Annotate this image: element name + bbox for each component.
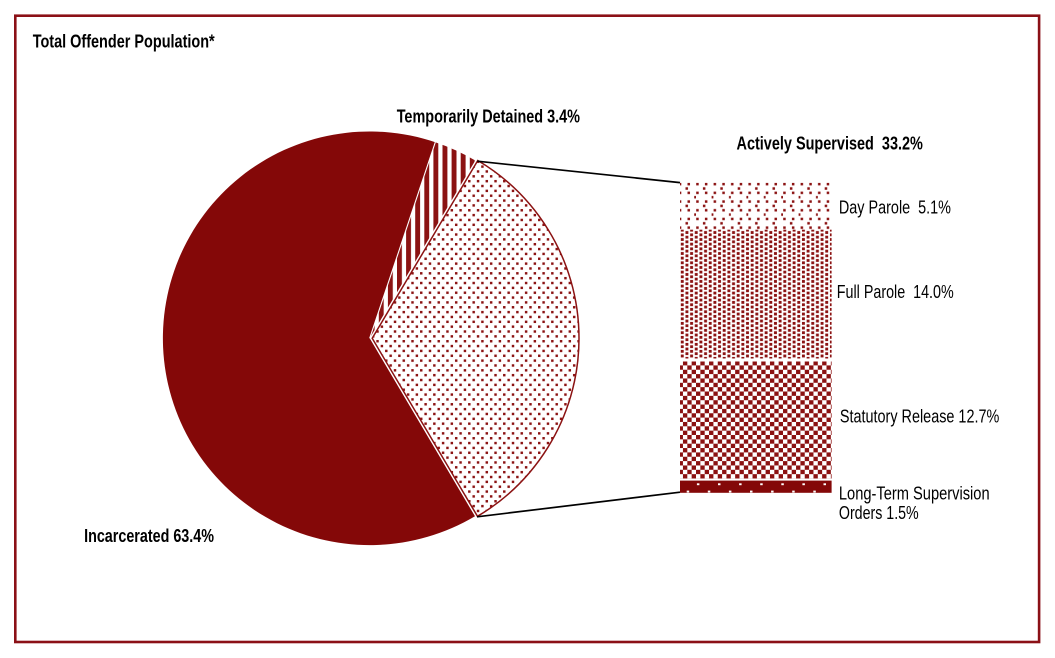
- svg-text:Long-Term Supervision: Long-Term Supervision: [839, 483, 990, 503]
- svg-text:Statutory Release 12.7%: Statutory Release 12.7%: [840, 407, 999, 427]
- svg-text:Day Parole 5.1%: Day Parole 5.1%: [839, 198, 951, 218]
- svg-text:Orders 1.5%: Orders 1.5%: [839, 503, 919, 523]
- svg-text:Temporarily Detained 3.4%: Temporarily Detained 3.4%: [397, 107, 580, 127]
- svg-text:Total Offender Population*: Total Offender Population*: [33, 31, 215, 51]
- svg-text:Actively Supervised 33.2%: Actively Supervised 33.2%: [737, 134, 923, 154]
- svg-text:Full Parole 14.0%: Full Parole 14.0%: [837, 282, 954, 302]
- svg-text:Incarcerated 63.4%: Incarcerated 63.4%: [84, 526, 214, 546]
